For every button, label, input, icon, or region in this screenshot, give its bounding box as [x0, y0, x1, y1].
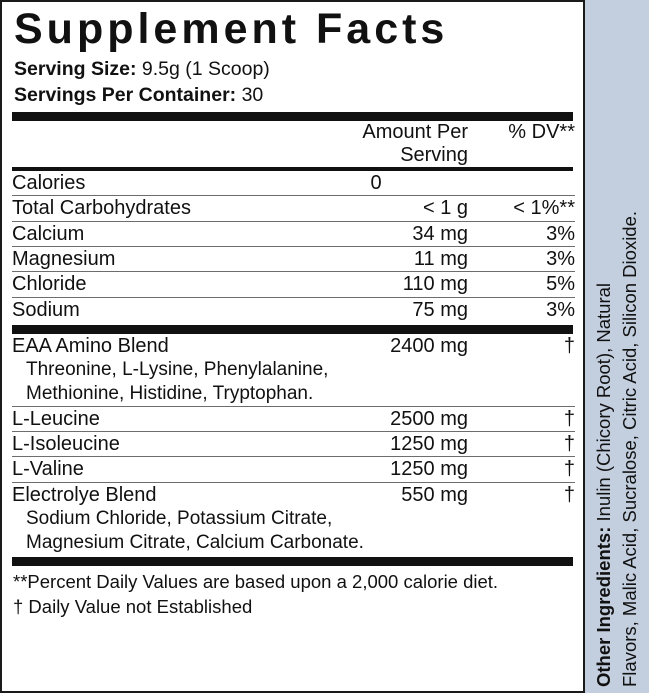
- nutrient-name: Calories: [12, 171, 86, 194]
- serving-size-value: 9.5g (1 Scoop): [141, 57, 270, 80]
- table-header-row: Amount Per Serving % DV**: [12, 121, 575, 167]
- header-dv-cell: % DV**: [508, 120, 575, 143]
- other-ingredients-rotated-text: Other Ingredients: Inulin (Chicory Root)…: [585, 0, 649, 693]
- blend-sub-ingredients: Sodium Chloride, Potassium Citrate, Magne…: [12, 507, 575, 554]
- blend-sub-ingredient-line: Methionine, Histidine, Tryptophan.: [26, 383, 314, 405]
- blend-name: EAA Amino Blend: [12, 335, 169, 358]
- nutrient-name: Total Carbohydrates: [12, 197, 191, 220]
- row-divider: [12, 481, 575, 483]
- other-ingredients-line-1: Other Ingredients: Inulin (Chicory Root)…: [591, 0, 617, 687]
- table-row: EAA Amino Blend 2400 mg †: [12, 334, 575, 358]
- row-divider: [12, 430, 575, 432]
- table-row: Magnesium 11 mg 3%: [12, 247, 575, 271]
- nutrient-name: Calcium: [12, 222, 85, 245]
- other-ingredients-label: Other Ingredients:: [593, 526, 615, 687]
- nutrient-name: Sodium: [12, 298, 80, 321]
- blend-name: Electrolye Blend: [12, 483, 157, 506]
- blend-sub-ingredients-row: Sodium Chloride, Potassium Citrate, Magne…: [12, 507, 575, 554]
- blend-daily-value: †: [563, 432, 575, 455]
- other-ingredients-sidebar: Other Ingredients: Inulin (Chicory Root)…: [585, 0, 649, 693]
- blend-name: L-Valine: [12, 458, 84, 481]
- blend-amount: 1250 mg: [390, 458, 468, 481]
- nutrient-daily-value: 3%: [546, 222, 575, 245]
- table-row: Calcium 34 mg 3%: [12, 222, 575, 246]
- nutrient-amount: 34 mg: [412, 222, 468, 245]
- blend-daily-value: †: [563, 335, 575, 358]
- serving-size-label: Serving Size:: [14, 57, 137, 80]
- row-divider: [12, 195, 575, 197]
- blend-amount: 2500 mg: [390, 407, 468, 430]
- blend-amount: 1250 mg: [390, 432, 468, 455]
- row-divider: [12, 296, 575, 298]
- blend-sub-ingredient-line: Magnesium Citrate, Calcium Carbonate.: [26, 531, 364, 553]
- nutrient-name: Chloride: [12, 273, 87, 296]
- blends-table: EAA Amino Blend 2400 mg † Threonine, L-Lysi…: [12, 334, 575, 554]
- nutrient-amount: 110 mg: [402, 273, 468, 296]
- nutrient-daily-value: 3%: [546, 247, 575, 270]
- nutrient-daily-value: < 1%**: [513, 197, 575, 220]
- nutrients-table: Calories 0 Total Carbohydrates < 1 g < 1%** C…: [12, 171, 575, 322]
- divider-under-header: [12, 166, 573, 171]
- nutrient-amount: < 1 g: [422, 197, 468, 220]
- nutrient-amount: 11 mg: [413, 247, 468, 270]
- nutrient-daily-value: 5%: [546, 273, 575, 296]
- table-row: L-Isoleucine 1250 mg †: [12, 432, 575, 456]
- divider-thick-blends: [12, 325, 573, 335]
- blend-name: L-Leucine: [12, 407, 100, 430]
- blend-sub-ingredient-line: Threonine, L-Lysine, Phenylalanine,: [26, 359, 329, 381]
- blend-daily-value: †: [563, 483, 575, 506]
- row-divider: [12, 405, 575, 407]
- table-row: Total Carbohydrates < 1 g < 1%**: [12, 196, 575, 220]
- nutrient-amount: 0: [370, 171, 382, 194]
- nutrition-table: Amount Per Serving % DV**: [12, 121, 575, 167]
- blend-amount: 2400 mg: [390, 335, 468, 358]
- nutrient-daily-value: 3%: [546, 298, 575, 321]
- servings-per-container-label: Servings Per Container:: [14, 84, 237, 107]
- table-row: L-Valine 1250 mg †: [12, 457, 575, 481]
- table-row: Electrolye Blend 550 mg †: [12, 483, 575, 507]
- divider-thick-footnotes: [12, 557, 573, 567]
- nutrient-name: Magnesium: [12, 247, 116, 270]
- blend-daily-value: †: [563, 458, 575, 481]
- blend-daily-value: †: [563, 407, 575, 430]
- footnote-percent-daily-values: **Percent Daily Values are based upon a …: [13, 571, 499, 593]
- table-row: L-Leucine 2500 mg †: [12, 407, 575, 431]
- nutrient-daily-value: [482, 171, 575, 195]
- blend-amount: 550 mg: [401, 483, 468, 506]
- blend-sub-ingredients: Threonine, L-Lysine, Phenylalanine, Methi…: [12, 358, 575, 405]
- serving-size-line: Serving Size: 9.5g (1 Scoop): [14, 56, 573, 83]
- other-ingredients-line-2: Flavors, Malic Acid, Sucralose, Citric A…: [619, 210, 640, 687]
- footnote-daily-value-not-established: † Daily Value not Established: [13, 595, 253, 617]
- servings-per-container-line: Servings Per Container: 30: [14, 82, 573, 109]
- blend-sub-ingredients-row: Threonine, L-Lysine, Phenylalanine, Methi…: [12, 358, 575, 405]
- blend-name: L-Isoleucine: [12, 432, 120, 455]
- table-row: Chloride 110 mg 5%: [12, 272, 575, 296]
- page-title: Supplement Facts: [14, 5, 449, 53]
- servings-per-container-value: 30: [241, 84, 264, 107]
- header-amount-cell: Amount Per Serving: [362, 120, 468, 166]
- footnotes: **Percent Daily Values are based upon a …: [13, 566, 573, 619]
- row-divider: [12, 220, 575, 222]
- table-row: Sodium 75 mg 3%: [12, 298, 575, 322]
- table-row: Calories 0: [12, 171, 575, 195]
- blend-sub-ingredient-line: Sodium Chloride, Potassium Citrate,: [26, 508, 333, 530]
- row-divider: [12, 456, 575, 458]
- other-ingredients-line-1-rest: Inulin (Chicory Root), Natural: [593, 282, 615, 527]
- header-name-cell: [12, 121, 312, 167]
- facts-panel: Supplement Facts Serving Size: 9.5g (1 S…: [0, 0, 585, 693]
- nutrient-amount: 75 mg: [412, 298, 468, 321]
- row-divider: [12, 271, 575, 273]
- row-divider: [12, 245, 575, 247]
- divider-thick-top: [12, 111, 573, 121]
